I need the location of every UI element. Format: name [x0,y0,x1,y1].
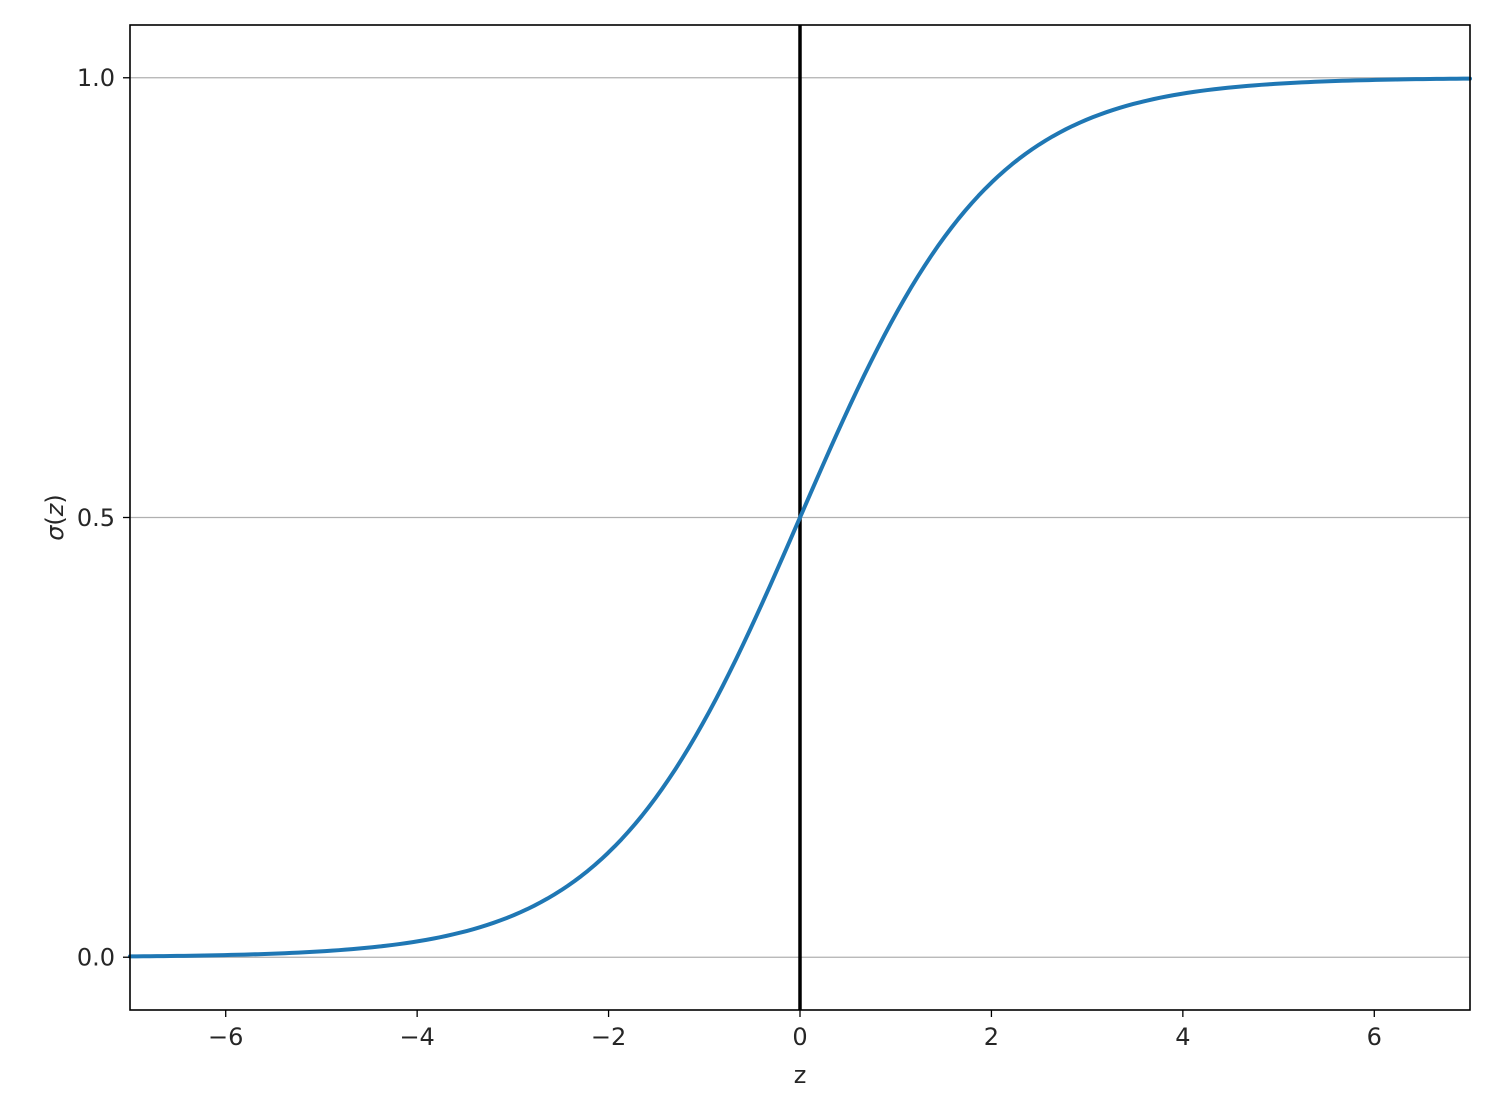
chart-svg: −6 −4 −2 0 2 4 6 0.0 0.5 1.0 z σ(z) [0,0,1505,1110]
x-tick-label: −6 [208,1023,243,1051]
y-tick-label: 0.0 [77,944,115,972]
y-tick-label: 1.0 [77,64,115,92]
x-tick-label: 4 [1175,1023,1190,1051]
x-axis-label: z [794,1061,807,1089]
y-tick-label: 0.5 [77,504,115,532]
y-axis-label: σ(z) [41,494,69,541]
x-tick-label: −4 [399,1023,434,1051]
sigmoid-chart: −6 −4 −2 0 2 4 6 0.0 0.5 1.0 z σ(z) [0,0,1505,1110]
x-tick-label: 6 [1367,1023,1382,1051]
x-tick-label: −2 [591,1023,626,1051]
x-tick-label: 0 [792,1023,807,1051]
x-tick-label: 2 [984,1023,999,1051]
